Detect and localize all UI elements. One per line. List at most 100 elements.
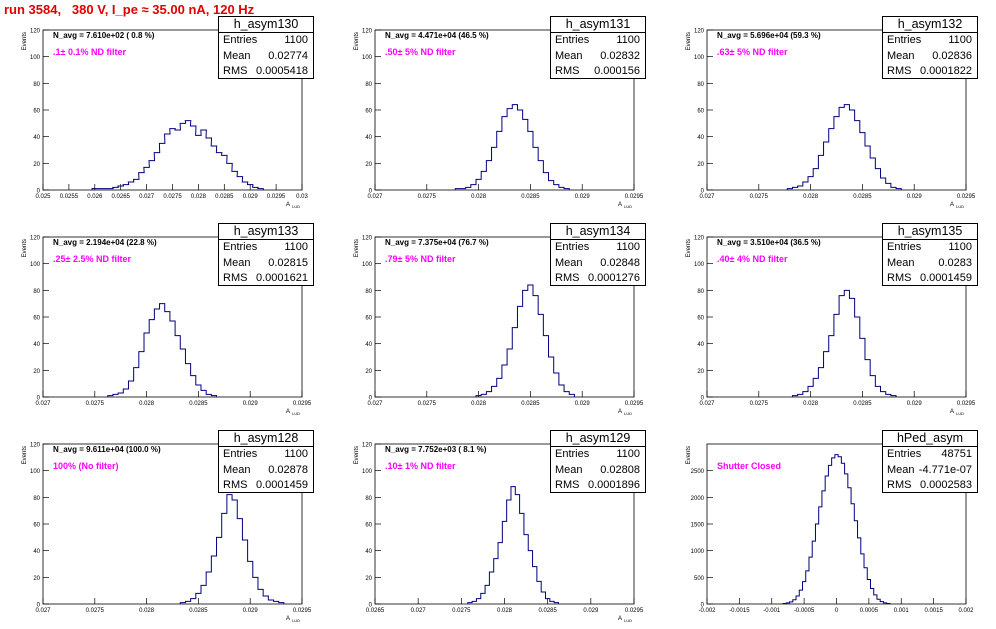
stats-box: hPed_asym Entries 48751 Mean -4.771e-07 RMS 0.… (882, 430, 978, 493)
x-tick-label: 0.028 (191, 194, 207, 200)
x-tick-label: 0.0295 (625, 608, 644, 614)
y-tick-label: 60 (697, 109, 704, 115)
stats-row-mean: Mean 0.02836 (883, 49, 977, 65)
histogram-bin (533, 567, 537, 604)
histogram-bin (835, 455, 838, 604)
histogram-bin (858, 538, 861, 604)
histogram-bin (819, 507, 822, 604)
histogram-bin (839, 107, 844, 190)
filter-label: 100% (No filter) (53, 461, 119, 471)
histogram-bin (517, 306, 522, 397)
x-tick-label: 0.0295 (293, 608, 312, 614)
stats-label: Mean (223, 49, 251, 62)
histogram-bin (848, 488, 851, 604)
histogram-bin (497, 378, 502, 397)
histogram-bin (227, 163, 233, 190)
y-axis-label: Events (686, 446, 692, 464)
histogram-bin (860, 338, 865, 397)
histogram-bin (128, 381, 133, 397)
x-axis-label-subscript: LUD (624, 411, 632, 416)
x-tick-label: 0.0265 (366, 608, 385, 614)
histogram-bin (128, 182, 134, 190)
histogram-bin (891, 396, 896, 397)
y-tick-label: 100 (694, 262, 705, 268)
y-tick-label: 40 (33, 135, 40, 141)
stats-row-entries: Entries 1100 (883, 33, 977, 49)
histogram-bin (460, 189, 465, 190)
stats-box: h_asym132 Entries 1100 Mean 0.02836 RMS 0.0001… (882, 16, 978, 79)
x-axis-label: A (950, 409, 954, 415)
stats-row-entries: Entries 1100 (219, 240, 313, 256)
stats-box: h_asym131 Entries 1100 Mean 0.02832 RMS 0.0001… (550, 16, 646, 79)
stats-box: h_asym133 Entries 1100 Mean 0.02815 RMS 0.0001… (218, 223, 314, 286)
x-tick-label: 0.0265 (112, 194, 131, 200)
x-tick-label: 0.029 (243, 194, 259, 200)
histogram-bin (507, 109, 512, 190)
histogram-bin (227, 495, 232, 604)
histogram-bin (165, 134, 171, 190)
histogram-bin (485, 585, 489, 604)
x-tick-label: 0.0295 (625, 194, 644, 200)
histogram-panel-h_asym133: 0 20 40 60 80 100 120 0.027 0.0275 0.028 0.0285 0.0… (0, 215, 332, 422)
histogram-bin (201, 390, 206, 397)
stats-label: Entries (223, 448, 258, 460)
stats-value: 48751 (941, 448, 972, 460)
x-tick-label: 0.029 (243, 401, 259, 407)
stats-box: h_asym130 Entries 1100 Mean 0.02774 RMS 0.0005… (218, 16, 314, 79)
navg-label: N_avg = 9.611e+04 (100.0 %) (53, 445, 161, 454)
y-tick-label: 500 (694, 576, 705, 582)
x-axis-label: A (286, 409, 290, 415)
histogram-bin (813, 169, 818, 190)
histogram-bin (798, 394, 803, 397)
histogram-bin (232, 500, 237, 604)
stats-row-mean: Mean 0.02878 (219, 463, 313, 479)
histogram-name: h_asym131 (551, 17, 645, 33)
filter-label: .10± 1% ND filter (385, 461, 456, 471)
y-tick-label: 20 (365, 369, 372, 375)
y-tick-label: 100 (30, 469, 41, 475)
filter-label: .79± 5% ND filter (385, 254, 456, 264)
y-tick-label: 40 (33, 549, 40, 555)
histogram-bin (502, 365, 507, 397)
histogram-bin (507, 500, 511, 604)
histogram-bin (185, 601, 190, 604)
histogram-bin (118, 393, 123, 397)
histogram-bin (180, 603, 185, 604)
x-axis-label: A (618, 616, 622, 622)
histogram-bin (824, 352, 829, 397)
histogram-bin (877, 599, 880, 604)
y-tick-label: 80 (365, 82, 372, 88)
histogram-bin (838, 457, 841, 604)
stats-value: 0.02848 (600, 256, 640, 269)
histogram-bin (494, 559, 498, 604)
histogram-bin (237, 177, 243, 190)
histogram-bin (855, 317, 860, 397)
histogram-name: h_asym134 (551, 224, 645, 240)
x-tick-label: 0.0255 (60, 194, 79, 200)
y-tick-label: 0 (369, 189, 373, 195)
y-tick-label: 80 (33, 82, 40, 88)
stats-value: 0.0283 (938, 256, 972, 269)
histogram-bin (206, 572, 211, 604)
x-axis-label-subscript: LUD (292, 204, 300, 209)
x-tick-label: 0.028 (471, 401, 487, 407)
stats-value: 1100 (284, 241, 308, 253)
histogram-bin (896, 189, 901, 190)
stats-label: RMS (887, 272, 912, 284)
stats-row-rms: RMS 0.0001822 (883, 64, 977, 80)
histogram-bin (217, 537, 222, 604)
histogram-bin (523, 119, 528, 190)
histogram-bin (564, 189, 569, 190)
histogram-line (782, 454, 891, 604)
stats-label: RMS (555, 479, 580, 491)
histogram-bin (861, 554, 864, 604)
histogram-bin (201, 130, 207, 190)
y-axis-label: Events (686, 32, 692, 50)
stats-label: Entries (887, 34, 922, 46)
histogram-name: hPed_asym (883, 431, 977, 447)
y-tick-label: 80 (697, 82, 704, 88)
histogram-bin (92, 189, 98, 190)
histogram-bin (841, 463, 844, 604)
histogram-bin (139, 352, 144, 397)
histogram-bin (855, 121, 860, 190)
